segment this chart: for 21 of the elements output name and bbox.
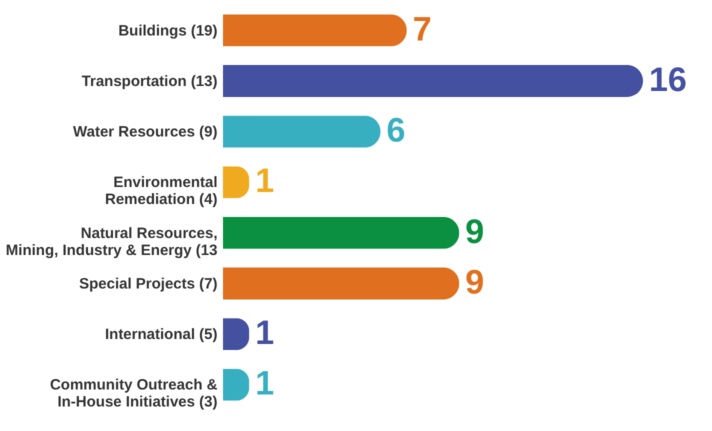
y-tick-label: International (5): [104, 326, 218, 344]
bar: [223, 116, 380, 148]
bar: [223, 64, 643, 97]
data-label: 16: [649, 60, 687, 99]
data-label: 7: [412, 10, 432, 48]
y-tick-label: Special Projects (7): [79, 275, 218, 292]
y-tick-label: Transportation (13): [82, 72, 218, 90]
y-tick-label: Natural Resources, Mining, Industry & Energy (13: [6, 224, 218, 259]
y-tick-label: Water Resources (9): [73, 124, 218, 141]
data-label: 1: [255, 364, 274, 403]
y-tick-label: Buildings (19): [118, 22, 218, 40]
bar: [223, 14, 407, 46]
data-label: 9: [465, 263, 484, 302]
data-label: 6: [386, 112, 406, 150]
bar: [223, 267, 460, 300]
data-label: 9: [465, 212, 484, 251]
y-tick-label: Community Outreach & In-House Initiatives (3): [50, 376, 218, 411]
y-tick-label: Environmental Remediation (4): [104, 174, 218, 208]
data-label: 1: [255, 314, 274, 352]
data-label: 1: [255, 162, 274, 200]
bar: [223, 216, 460, 249]
